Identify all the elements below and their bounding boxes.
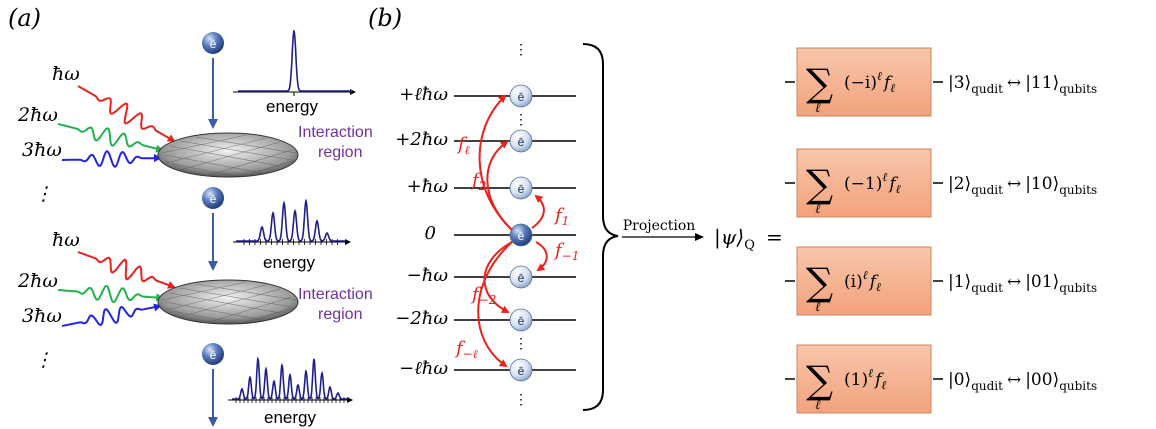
electron-icon: ē xyxy=(509,358,533,382)
wavy-photon-arrow-blue xyxy=(61,303,162,327)
qudit-qubit-mapping: |1⟩qudit ↔ |01⟩qubits xyxy=(948,272,1097,295)
panel-a-label: (a) xyxy=(8,4,41,32)
svg-text:ē: ē xyxy=(518,182,525,196)
sum-symbol: ∑ xyxy=(806,61,833,105)
svg-text:ē: ē xyxy=(518,90,525,104)
coef-f-1: f1 xyxy=(553,205,569,228)
sum-index: ℓ xyxy=(815,300,821,315)
equals-sign: = xyxy=(766,225,783,249)
electron-icon: ē xyxy=(509,84,533,108)
interaction-disk xyxy=(157,132,299,178)
vdots-upper: ⋮ xyxy=(514,112,528,128)
spectrum-multi-peak-2 xyxy=(228,356,353,403)
sum-index: ℓ xyxy=(815,101,821,116)
photon-label-2w: 2ħω xyxy=(17,104,58,126)
wavy-photon-arrow-green xyxy=(57,123,164,153)
interaction-disk xyxy=(157,279,299,325)
interaction-label-top-1: Interaction xyxy=(298,124,373,141)
vdots-bottom: ⋮ xyxy=(514,392,528,408)
spectrum-single-peak xyxy=(233,29,356,96)
svg-text:ē: ē xyxy=(518,364,525,378)
sum-term: (−i)ℓ fℓ xyxy=(844,69,895,95)
energy-label-1: energy xyxy=(266,97,318,116)
electron-icon: ē xyxy=(509,308,533,332)
wavy-photon-arrow-green xyxy=(57,284,164,304)
wavy-photon-arrow-red xyxy=(77,85,176,143)
qudit-row: ∑ℓ (i)ℓ fℓ |1⟩qudit ↔ |01⟩qubits xyxy=(785,246,1097,316)
interaction-label-bottom-2: region xyxy=(318,306,362,323)
coupling-arrows xyxy=(477,94,548,368)
sum-index: ℓ xyxy=(815,398,821,413)
qudit-row: ∑ℓ (−i)ℓ fℓ |3⟩qudit ↔ |11⟩qubits xyxy=(785,47,1097,117)
energy-label-2: energy xyxy=(263,253,315,272)
level-label-plus-1: +ħω xyxy=(407,176,449,197)
svg-text:ē: ē xyxy=(210,192,217,206)
spectrum-multi-peak-1 xyxy=(233,198,351,245)
sum-box xyxy=(796,246,932,316)
svg-text:ē: ē xyxy=(518,229,525,243)
svg-text:ē: ē xyxy=(210,348,217,362)
sum-box xyxy=(796,47,932,117)
svg-text:ē: ē xyxy=(518,271,525,285)
energy-label-3: energy xyxy=(264,408,316,427)
sum-symbol: ∑ xyxy=(806,260,833,304)
sum-symbol: ∑ xyxy=(806,358,833,402)
sum-index: ℓ xyxy=(815,202,821,217)
level-label-minus-l: −ℓħω xyxy=(399,358,448,379)
qudit-qubit-mapping: |3⟩qudit ↔ |11⟩qubits xyxy=(948,73,1097,96)
sum-box xyxy=(796,148,932,218)
coef-f-minus-l: f−ℓ xyxy=(454,338,478,361)
svg-text:ē: ē xyxy=(210,37,217,51)
wavy-photon-arrow-red xyxy=(77,251,176,289)
vdots-top: ⋮ xyxy=(514,42,528,58)
vdots-lower: ⋮ xyxy=(514,336,528,352)
sum-term: (−1)ℓ fℓ xyxy=(844,170,901,196)
electron-icon: ē xyxy=(509,176,533,200)
electron-icon: ē xyxy=(202,343,224,365)
sum-term: (1)ℓ fℓ xyxy=(844,366,886,392)
curly-brace xyxy=(582,43,619,411)
panel-b-label: (b) xyxy=(368,4,402,32)
photon-label-3w-b: 3ħω xyxy=(22,305,62,327)
level-label-minus-2: −2ħω xyxy=(395,308,448,329)
electron-icon: ē xyxy=(202,187,224,209)
photon-label-3w: 3ħω xyxy=(22,139,62,161)
qudit-row: ∑ℓ (−1)ℓ fℓ |2⟩qudit ↔ |10⟩qubits xyxy=(785,148,1097,218)
sum-symbol: ∑ xyxy=(806,162,833,206)
level-label-minus-1: −ħω xyxy=(407,265,449,286)
photon-label-more-b: ⋮ xyxy=(34,349,53,371)
coef-f-minus-2: f−2 xyxy=(470,284,496,307)
qudit-qubit-mapping: |0⟩qudit ↔ |00⟩qubits xyxy=(948,370,1097,393)
sum-term: (i)ℓ fℓ xyxy=(844,268,881,294)
photon-label-1w: ħω xyxy=(52,63,80,85)
level-label-zero: 0 xyxy=(425,223,436,244)
sum-box xyxy=(796,344,932,414)
photon-label-2w-b: 2ħω xyxy=(17,270,58,292)
level-label-plus-2: +2ħω xyxy=(395,129,448,150)
interaction-label-bottom-1: Interaction xyxy=(298,286,373,303)
electron-icon: ē xyxy=(202,32,224,54)
svg-text:ē: ē xyxy=(518,135,525,149)
electron-icon: ē xyxy=(509,129,533,153)
coef-f-2: f2 xyxy=(470,170,486,193)
wavy-photon-arrow-blue xyxy=(62,150,162,168)
qudit-qubit-mapping: |2⟩qudit ↔ |10⟩qubits xyxy=(948,174,1097,197)
level-label-plus-l: +ℓħω xyxy=(399,84,448,105)
projection-label: Projection xyxy=(623,218,696,234)
interaction-label-top-2: region xyxy=(318,144,362,161)
electron-icon: ē xyxy=(509,223,533,247)
state-psi: |ψ⟩Q xyxy=(714,225,755,253)
qudit-row: ∑ℓ (1)ℓ fℓ |0⟩qudit ↔ |00⟩qubits xyxy=(785,344,1097,414)
coef-f-minus-1: f−1 xyxy=(553,240,579,263)
electron-icon: ē xyxy=(509,265,533,289)
photon-label-1w-b: ħω xyxy=(52,229,80,251)
photon-label-more: ⋮ xyxy=(34,183,53,205)
coef-f-l: fℓ xyxy=(456,134,470,157)
svg-text:ē: ē xyxy=(518,314,525,328)
